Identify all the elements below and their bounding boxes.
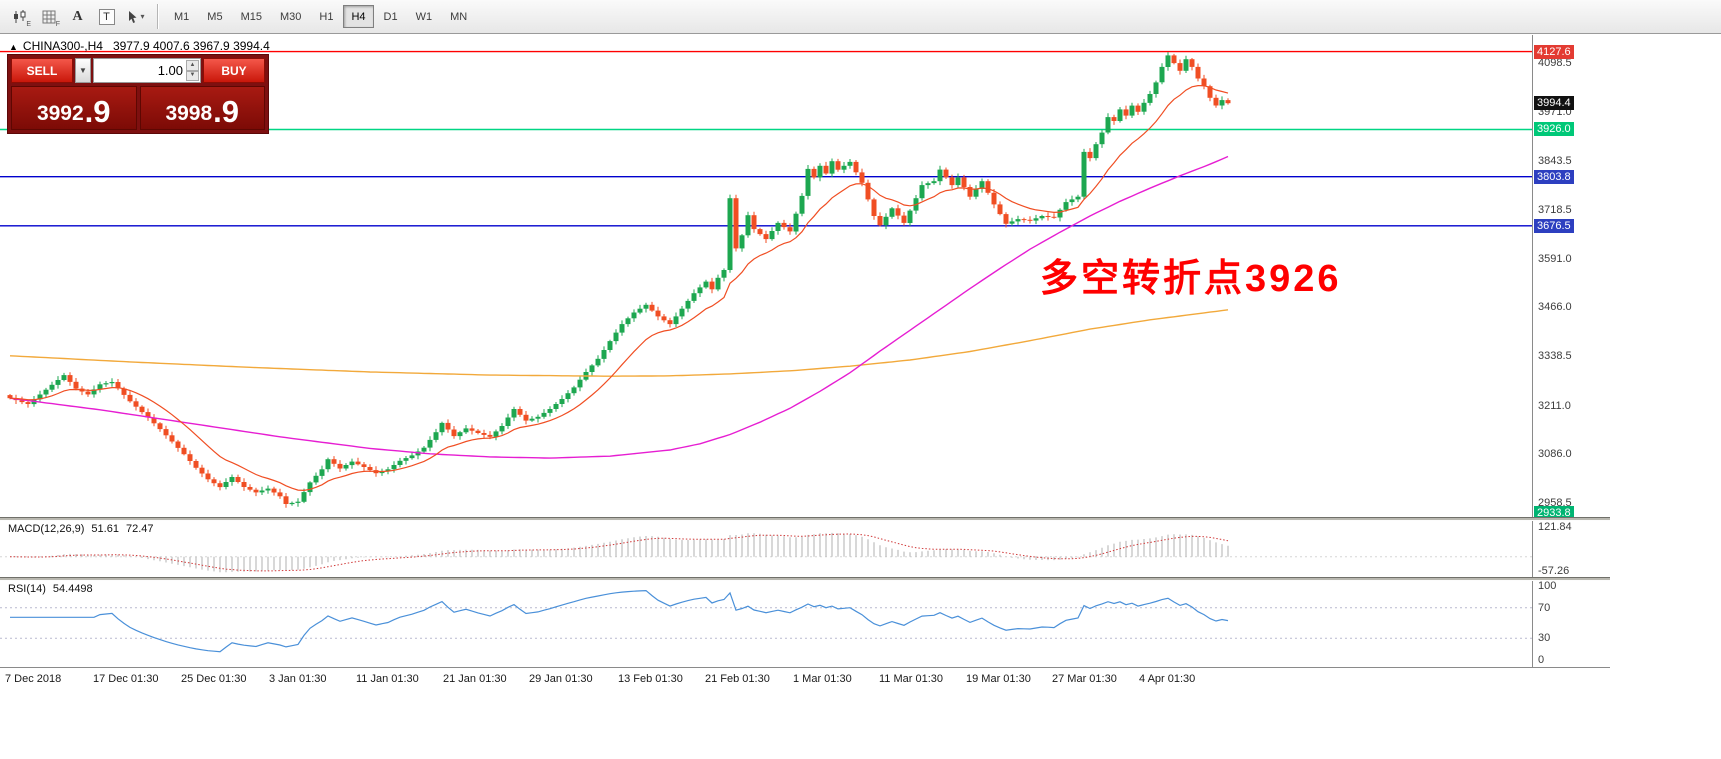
rsi-scale-label: 100 — [1538, 579, 1556, 593]
rsi-chart[interactable] — [0, 581, 1532, 667]
price-axis-label: 3211.0 — [1538, 399, 1571, 413]
text-box-icon[interactable]: T — [93, 4, 120, 29]
date-label: 21 Feb 01:30 — [705, 673, 770, 685]
macd-panel: MACD(12,26,9)51.6172.47 121.84-57.26 — [0, 521, 1610, 577]
volume-stepper: ▲ ▼ — [186, 60, 199, 81]
timeframe-button-mn[interactable]: MN — [442, 5, 475, 28]
date-label: 25 Dec 01:30 — [181, 673, 246, 685]
rsi-scale-label: 70 — [1538, 601, 1550, 615]
rsi-scale-label: 30 — [1538, 631, 1550, 645]
macd-scale-top: 121.84 — [1538, 520, 1572, 534]
candlestick-glyph — [12, 9, 28, 25]
timeframe-button-m5[interactable]: M5 — [199, 5, 230, 28]
timeframe-button-m15[interactable]: M15 — [233, 5, 270, 28]
rsi-panel: RSI(14)54.4498 100 70 30 0 — [0, 581, 1610, 667]
symbol-title: CHINA300-,H4 — [23, 39, 103, 53]
price-tag: 3676.5 — [1534, 219, 1574, 233]
annotation-text: 多空转折点3926 — [1040, 247, 1342, 302]
buy-price-display[interactable]: 3998.9 — [140, 86, 266, 130]
price-tag: 3926.0 — [1534, 122, 1574, 136]
volume-increase-button[interactable]: ▲ — [186, 60, 199, 71]
price-axis-label: 3718.5 — [1538, 203, 1572, 217]
price-axis[interactable]: 4098.53971.03843.53718.53591.03466.03338… — [1532, 35, 1610, 517]
cursor-tool-icon[interactable]: ▾ — [122, 4, 149, 29]
toolbar: E F A T ▾ M1M5M15M30H1H4D1W1MN — [0, 0, 1721, 34]
price-tag: 3803.8 — [1534, 170, 1574, 184]
macd-chart[interactable] — [0, 521, 1532, 577]
timeframe-group: M1M5M15M30H1H4D1W1MN — [165, 5, 476, 28]
ohlc-readout: 3977.9 4007.6 3967.9 3994.4 — [113, 39, 270, 53]
price-axis-label: 3086.0 — [1538, 447, 1572, 461]
macd-value-signal: 72.47 — [126, 523, 154, 535]
price-tag: 3994.4 — [1534, 96, 1574, 110]
text-label-icon[interactable]: A — [64, 4, 91, 29]
date-label: 11 Jan 01:30 — [356, 673, 419, 685]
price-axis-label: 3843.5 — [1538, 154, 1572, 168]
timeframe-button-m30[interactable]: M30 — [272, 5, 309, 28]
date-label: 4 Apr 01:30 — [1139, 673, 1195, 685]
price-axis-label: 3591.0 — [1538, 252, 1572, 266]
date-label: 17 Dec 01:30 — [93, 673, 158, 685]
grid-icon[interactable]: F — [35, 4, 62, 29]
date-label: 1 Mar 01:30 — [793, 673, 852, 685]
date-label: 27 Mar 01:30 — [1052, 673, 1117, 685]
price-tag: 4127.6 — [1534, 45, 1574, 59]
rsi-value: 54.4498 — [53, 583, 93, 595]
sell-price-display[interactable]: 3992.9 — [11, 86, 137, 130]
volume-input[interactable] — [94, 59, 200, 82]
date-label: 3 Jan 01:30 — [269, 673, 327, 685]
macd-value-main: 51.61 — [91, 523, 119, 535]
mt4-window: E F A T ▾ M1M5M15M30H1H4D1W1MN 4098.5397… — [0, 0, 1721, 759]
date-label: 29 Jan 01:30 — [529, 673, 593, 685]
price-axis-label: 3466.0 — [1538, 300, 1572, 314]
volume-field: ▲ ▼ — [93, 58, 201, 83]
timeframe-button-h1[interactable]: H1 — [311, 5, 341, 28]
cursor-glyph — [126, 10, 138, 24]
timeframe-button-w1[interactable]: W1 — [408, 5, 441, 28]
timeframe-button-d1[interactable]: D1 — [376, 5, 406, 28]
icon-subscript: E — [26, 21, 31, 28]
price-axis-label: 3338.5 — [1538, 349, 1572, 363]
volume-decrease-button[interactable]: ▼ — [186, 71, 199, 82]
timeframe-button-m1[interactable]: M1 — [166, 5, 197, 28]
rsi-label: RSI(14)54.4498 — [8, 583, 100, 595]
chart-header: ▲ CHINA300-,H4 3977.9 4007.6 3967.9 3994.4 — [9, 39, 270, 53]
candlestick-style-icon[interactable]: E — [6, 4, 33, 29]
macd-label: MACD(12,26,9)51.6172.47 — [8, 523, 160, 535]
collapse-trade-panel-icon[interactable]: ▲ — [9, 42, 18, 52]
time-axis[interactable]: 7 Dec 2018 17 Dec 01:30 25 Dec 01:30 3 Jan … — [0, 667, 1610, 694]
date-label: 21 Jan 01:30 — [443, 673, 507, 685]
date-label: 13 Feb 01:30 — [618, 673, 683, 685]
chart-area: 4098.53971.03843.53718.53591.03466.03338… — [0, 35, 1610, 517]
toolbar-separator — [157, 4, 158, 29]
grid-glyph — [42, 10, 56, 24]
buy-button[interactable]: BUY — [203, 58, 265, 83]
date-label: 11 Mar 01:30 — [879, 673, 943, 685]
macd-axis[interactable]: 121.84 -57.26 — [1532, 521, 1610, 577]
rsi-scale-label: 0 — [1538, 653, 1544, 667]
one-click-trade-panel: SELL ▼ ▲ ▼ BUY 3992.9 3998.9 — [8, 55, 268, 133]
macd-scale-bottom: -57.26 — [1538, 564, 1569, 578]
sell-button[interactable]: SELL — [11, 58, 73, 83]
volume-dropdown-button[interactable]: ▼ — [75, 58, 91, 83]
date-label: 7 Dec 2018 — [5, 673, 61, 685]
icon-subscript: F — [56, 21, 60, 28]
date-label: 19 Mar 01:30 — [966, 673, 1031, 685]
rsi-axis[interactable]: 100 70 30 0 — [1532, 581, 1610, 667]
chevron-down-icon: ▾ — [140, 12, 144, 21]
timeframe-button-h4[interactable]: H4 — [343, 5, 373, 28]
